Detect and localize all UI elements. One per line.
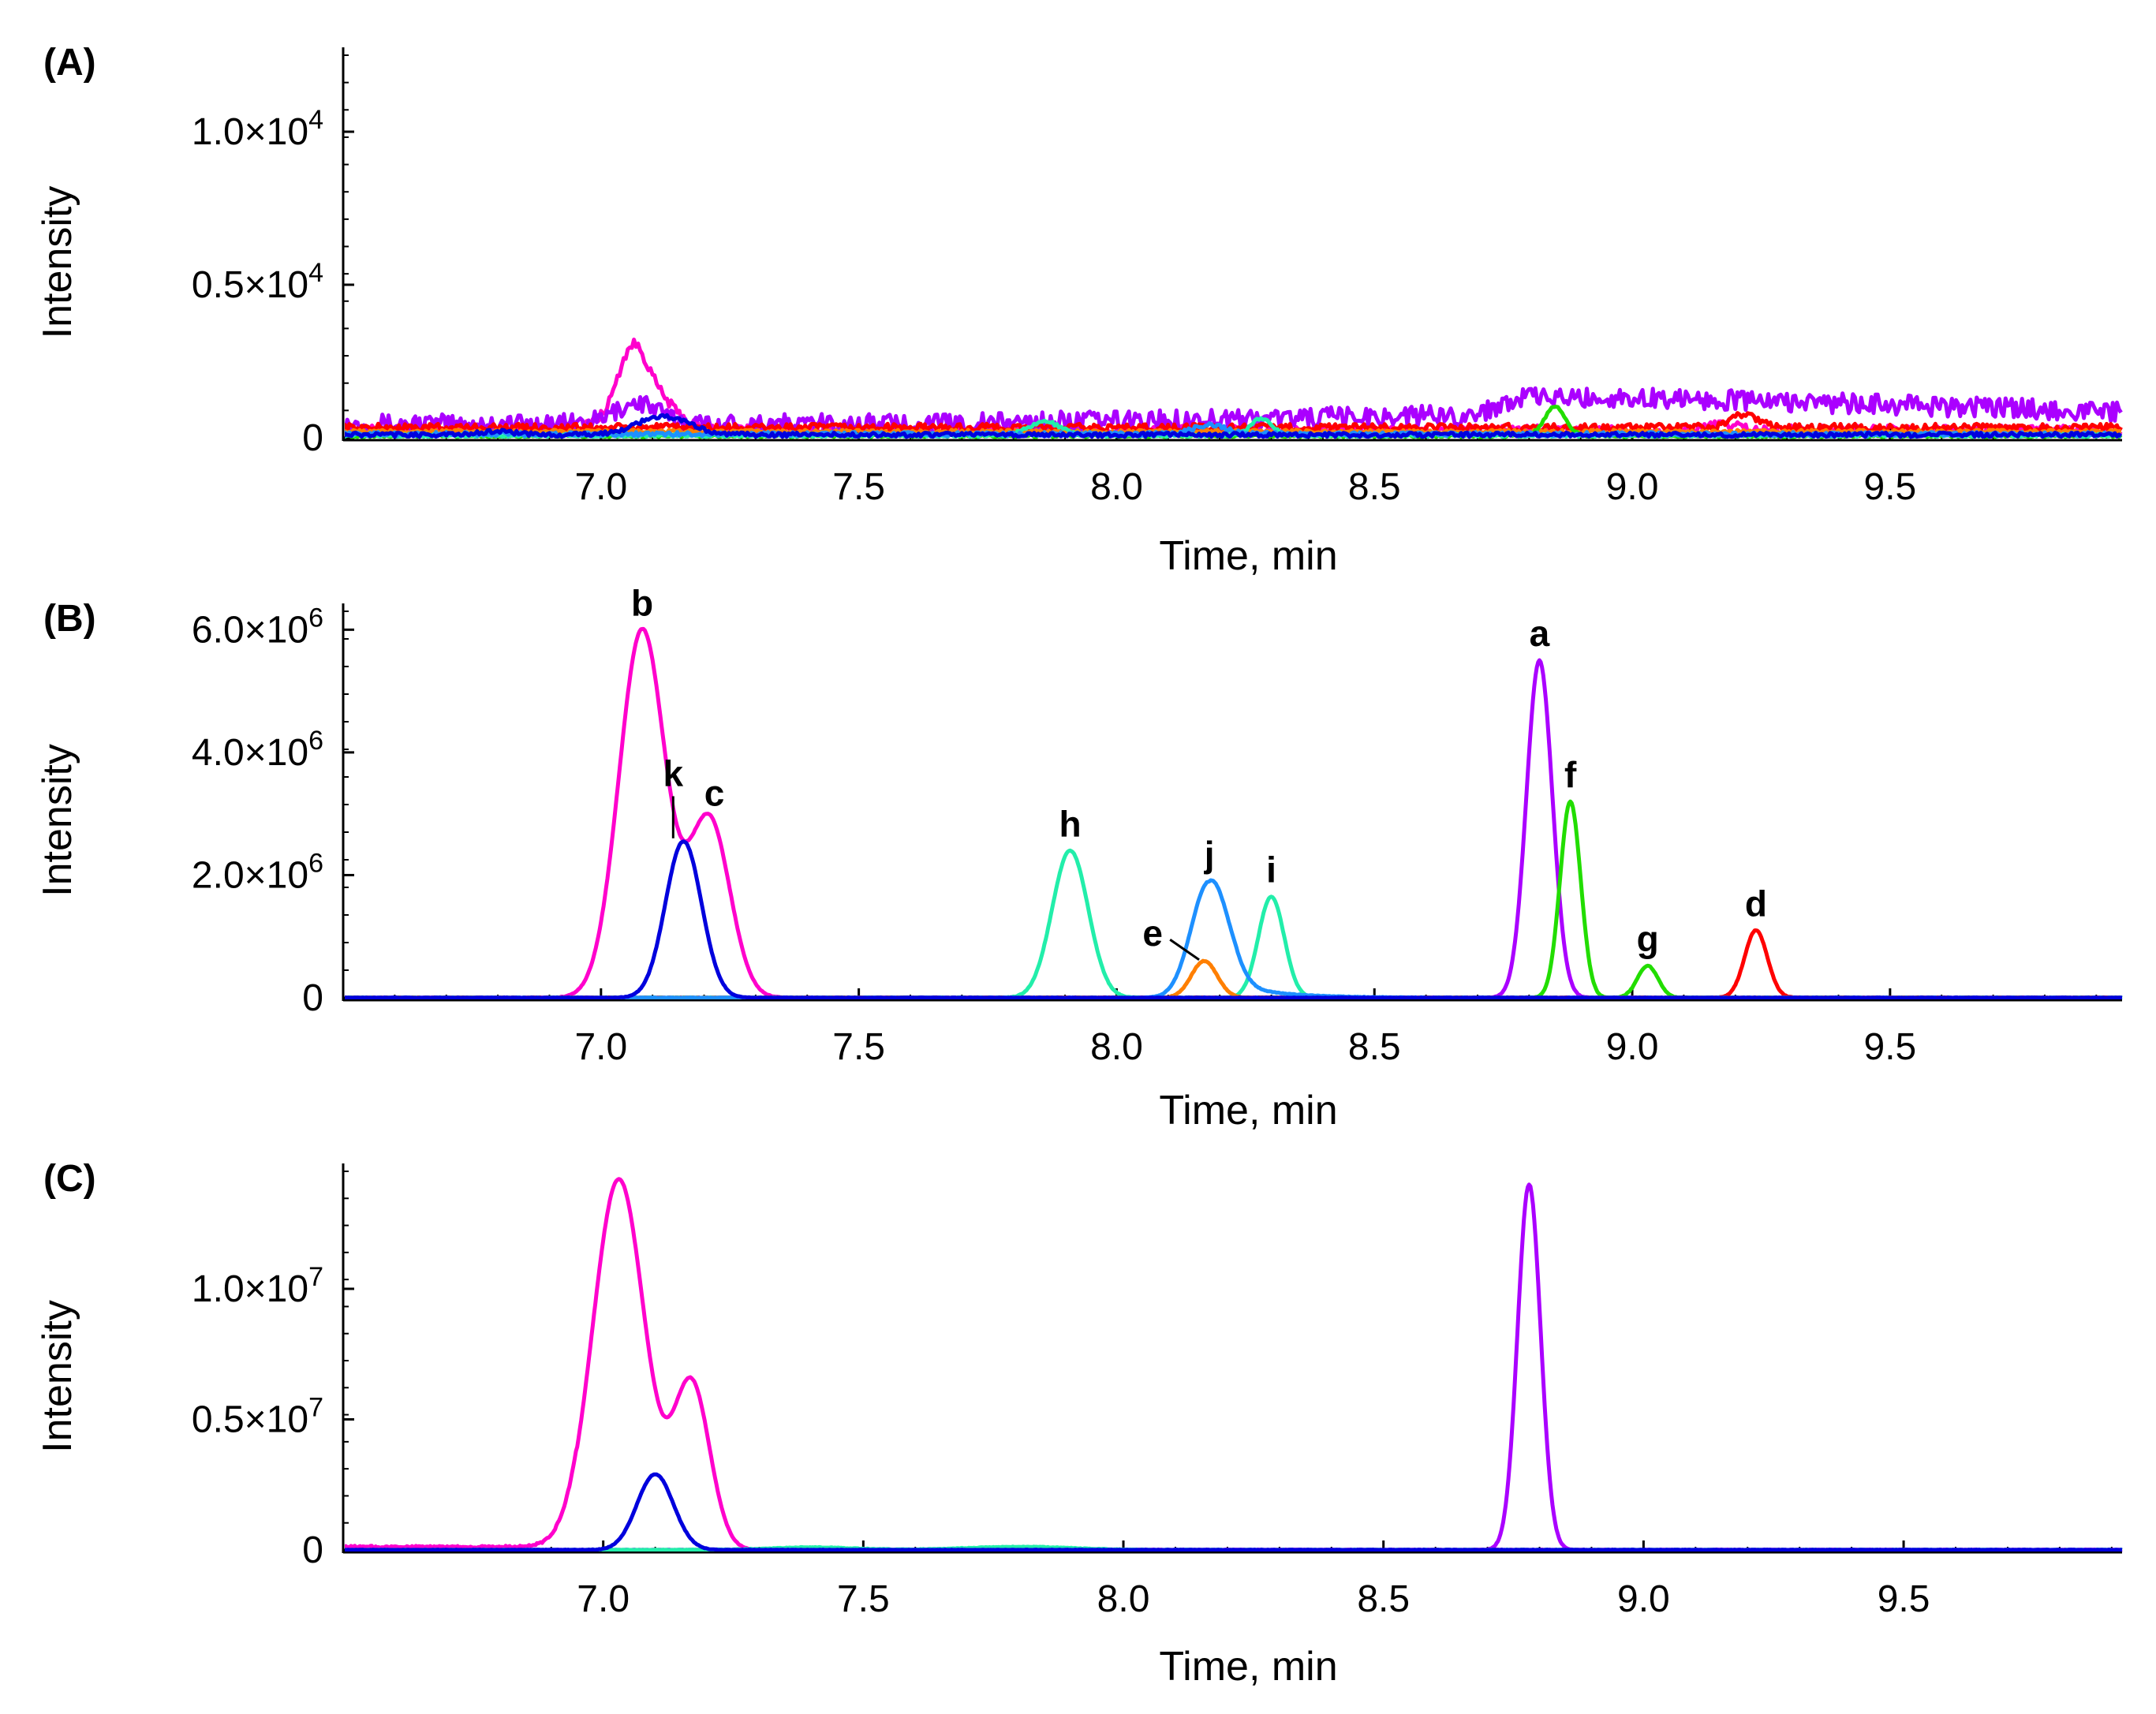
panel-label: (C) [43, 1158, 96, 1200]
peak-label-j: j [1204, 834, 1215, 875]
y-axis-title: Intensity [35, 744, 80, 897]
x-tick-label: 9.5 [1864, 466, 1917, 508]
x-tick-label: 9.0 [1606, 466, 1659, 508]
y-axis-title: Intensity [35, 186, 80, 339]
y-tick-label: 0 [302, 1529, 323, 1571]
y-tick-label: 0.5×107 [192, 1392, 323, 1440]
peak-label-c: c [704, 772, 725, 813]
chart-panel-2: (B) 7.0 7.5 8.0 8.5 9.0 9.5 0 2.0×106 4.0×106 6.0×… [35, 582, 2123, 1133]
peak-pointer-line [1169, 938, 1200, 962]
y-tick-label: 4.0×106 [192, 726, 323, 774]
x-tick-label: 8.5 [1348, 466, 1401, 508]
series-trace-k [345, 1472, 2123, 1552]
peak-label-e: e [1142, 913, 1163, 954]
y-tick-label: 0 [302, 977, 323, 1019]
panel-label: (B) [43, 598, 96, 640]
x-tick-label: 9.0 [1606, 1026, 1659, 1068]
x-tick-label: 8.5 [1348, 1026, 1401, 1068]
peak-label-d: d [1745, 883, 1767, 924]
y-tick-label: 2.0×106 [192, 848, 323, 896]
peak-label-i: i [1266, 850, 1276, 891]
x-tick-label: 9.5 [1864, 1026, 1917, 1068]
x-tick-label: 7.5 [832, 1026, 885, 1068]
peak-label-f: f [1564, 754, 1577, 795]
x-tick-label: 8.5 [1357, 1578, 1410, 1620]
x-tick-label: 9.0 [1617, 1578, 1670, 1620]
x-tick-label: 7.5 [832, 466, 885, 508]
panel-label: (A) [43, 42, 96, 84]
x-tick-label: 7.0 [577, 1578, 630, 1620]
x-axis-title: Time, min [1159, 533, 1337, 579]
series-trace-a [345, 386, 2123, 436]
x-tick-label: 7.0 [574, 1026, 627, 1068]
y-tick-label: 6.0×106 [192, 603, 323, 651]
chart-panel-1: (A) 7.0 7.5 8.0 8.5 9.0 9.5 0 0.5×104 1.0×104 Time… [35, 42, 2123, 579]
y-tick-label: 1.0×107 [192, 1262, 323, 1310]
x-tick-label: 7.5 [837, 1578, 890, 1620]
peak-label-g: g [1637, 919, 1659, 960]
peak-label-b: b [631, 582, 653, 623]
x-tick-label: 8.0 [1090, 1026, 1143, 1068]
series-trace-k [345, 839, 2123, 999]
y-tick-label: 0.5×104 [192, 258, 323, 306]
y-axis-title: Intensity [35, 1300, 80, 1453]
x-axis-title: Time, min [1159, 1088, 1337, 1133]
x-tick-label: 9.5 [1878, 1578, 1930, 1620]
peak-label-a: a [1530, 613, 1550, 654]
y-tick-label: 0 [302, 417, 323, 459]
chart-panel-3: (C) 7.0 7.5 8.0 8.5 9.0 9.5 0 0.5×107 1.0×107 Time… [35, 1158, 2123, 1690]
x-tick-label: 7.0 [574, 466, 627, 508]
peak-label-h: h [1059, 803, 1082, 844]
peak-label-k: k [663, 752, 684, 794]
series-trace-k [345, 413, 2123, 439]
y-tick-label: 1.0×104 [192, 105, 323, 153]
x-axis-title: Time, min [1159, 1644, 1337, 1690]
x-tick-label: 8.0 [1097, 1578, 1150, 1620]
x-tick-label: 8.0 [1090, 466, 1143, 508]
